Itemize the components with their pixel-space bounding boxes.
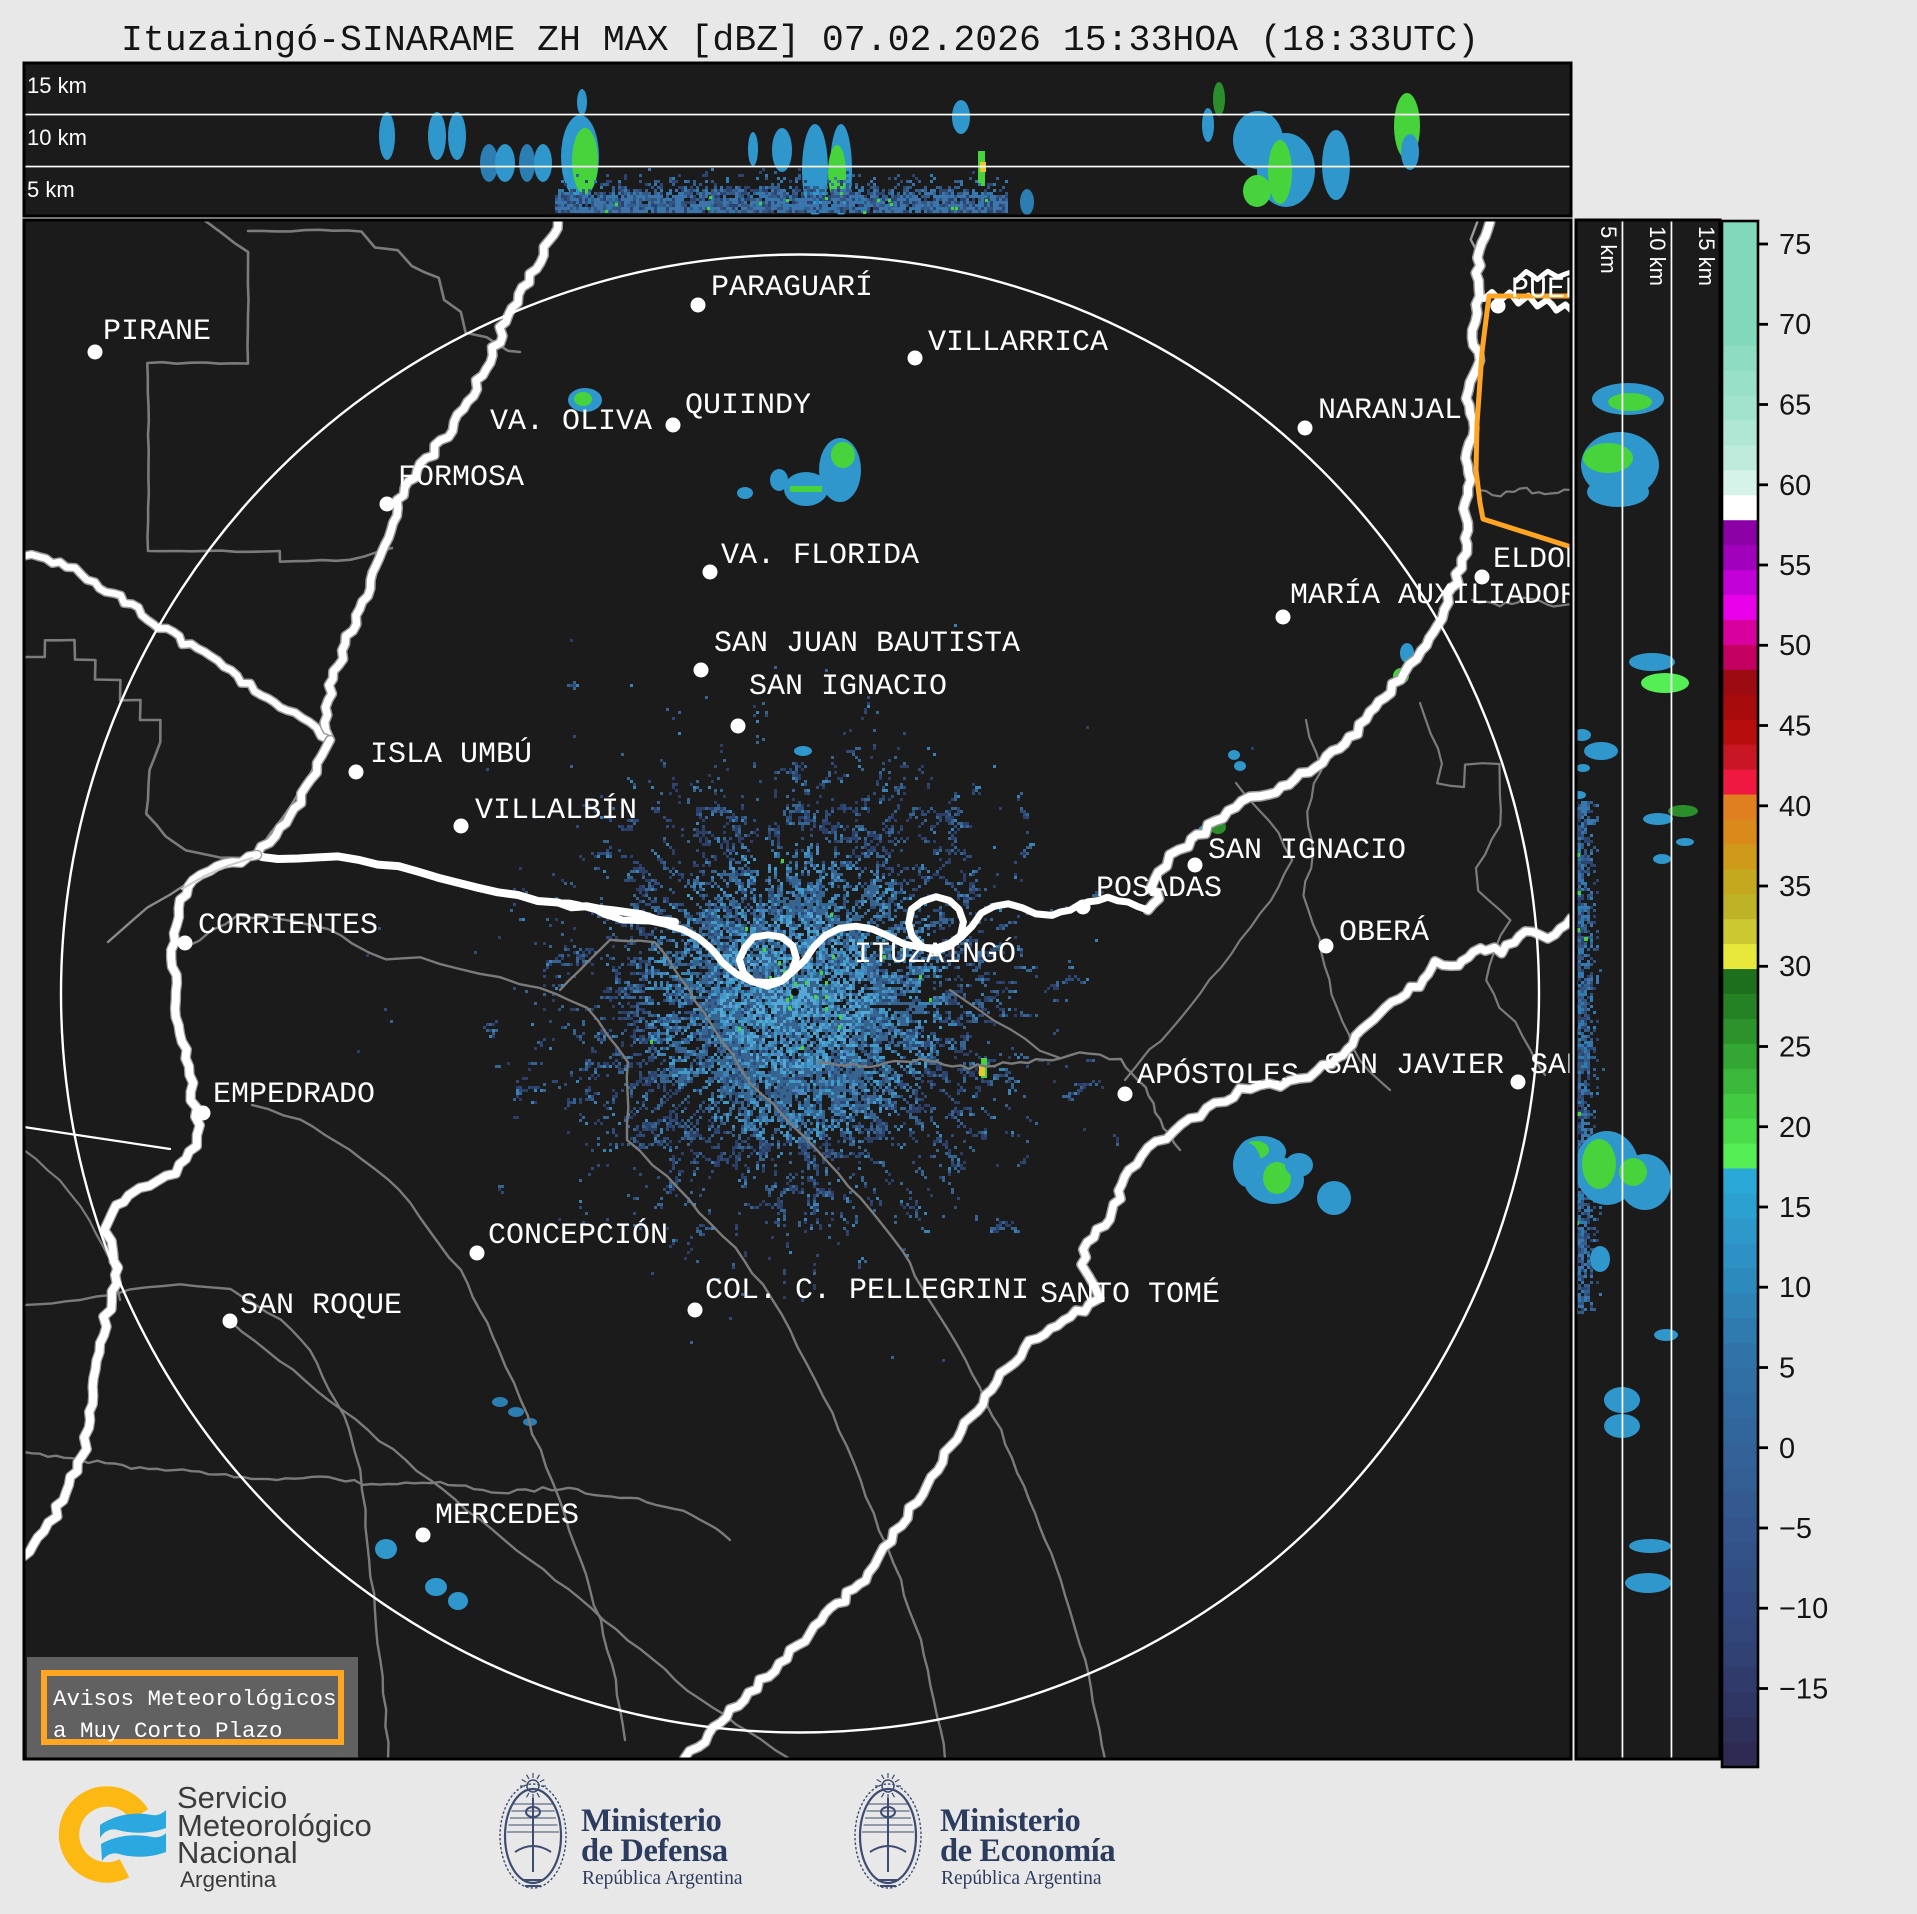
svg-text:POSADAS: POSADAS [1096, 872, 1222, 906]
svg-text:25: 25 [1779, 1032, 1811, 1064]
svg-text:75: 75 [1779, 229, 1811, 261]
svg-text:10 km: 10 km [1645, 226, 1670, 286]
svg-text:15 km: 15 km [1694, 226, 1719, 286]
svg-text:65: 65 [1779, 390, 1811, 422]
svg-text:Avisos Meteorológicos: Avisos Meteorológicos [53, 1686, 337, 1712]
svg-text:10 km: 10 km [27, 125, 87, 150]
svg-text:55: 55 [1779, 550, 1811, 582]
svg-text:−10: −10 [1779, 1593, 1828, 1625]
svg-text:SAN IGNACIO: SAN IGNACIO [749, 670, 947, 704]
svg-text:EMPEDRADO: EMPEDRADO [213, 1078, 375, 1112]
svg-text:5: 5 [1779, 1353, 1795, 1385]
svg-text:QUIINDY: QUIINDY [685, 389, 811, 423]
svg-text:SAN V: SAN V [1530, 1049, 1620, 1083]
svg-text:35: 35 [1779, 871, 1811, 903]
svg-text:ELDORADO: ELDORADO [1493, 543, 1637, 577]
svg-text:COL. C. PELLEGRINI: COL. C. PELLEGRINI [705, 1274, 1029, 1308]
svg-text:Ministerio: Ministerio [581, 1803, 722, 1839]
svg-text:VILLARRICA: VILLARRICA [928, 326, 1108, 360]
svg-text:Ituzaingó-SINARAME ZH MAX [dBZ: Ituzaingó-SINARAME ZH MAX [dBZ] 07.02.20… [121, 20, 1479, 61]
svg-text:Meteorológico: Meteorológico [177, 1808, 372, 1843]
svg-text:MARÍA AUXILIADORA: MARÍA AUXILIADORA [1290, 578, 1596, 613]
svg-text:SAN JUAN BAUTISTA: SAN JUAN BAUTISTA [714, 627, 1020, 661]
svg-text:VA. OLIVA: VA. OLIVA [490, 405, 652, 439]
svg-text:República Argentina: República Argentina [941, 1868, 1102, 1889]
svg-text:10: 10 [1779, 1272, 1811, 1304]
svg-text:20: 20 [1779, 1112, 1811, 1144]
svg-text:SAN ROQUE: SAN ROQUE [240, 1289, 402, 1323]
svg-text:Ministerio: Ministerio [940, 1803, 1081, 1839]
svg-text:OBERÁ: OBERÁ [1339, 915, 1429, 950]
svg-text:FORMOSA: FORMOSA [398, 461, 524, 495]
svg-text:VILLALBÍN: VILLALBÍN [475, 793, 637, 828]
svg-text:PIRANE: PIRANE [103, 315, 211, 349]
svg-text:NARANJAL: NARANJAL [1318, 394, 1462, 428]
svg-text:ISLA UMBÚ: ISLA UMBÚ [370, 737, 532, 772]
svg-text:SAN IGNACIO: SAN IGNACIO [1208, 834, 1406, 868]
svg-text:PUERTO RICO: PUERTO RICO [1511, 273, 1709, 307]
svg-text:60: 60 [1779, 470, 1811, 502]
svg-text:a Muy Corto Plazo: a Muy Corto Plazo [53, 1718, 283, 1744]
svg-text:de Economía: de Economía [940, 1833, 1115, 1869]
svg-text:15: 15 [1779, 1192, 1811, 1224]
svg-text:70: 70 [1779, 309, 1811, 341]
svg-text:CORRIENTES: CORRIENTES [198, 909, 378, 943]
svg-text:VA. FLORIDA: VA. FLORIDA [721, 539, 919, 573]
svg-text:15 km: 15 km [27, 73, 87, 98]
svg-text:República Argentina: República Argentina [582, 1868, 743, 1889]
svg-text:0: 0 [1779, 1433, 1795, 1465]
svg-text:Argentina: Argentina [180, 1867, 277, 1892]
svg-text:MERCEDES: MERCEDES [435, 1499, 579, 1533]
svg-text:APÓSTOLES: APÓSTOLES [1137, 1058, 1299, 1093]
svg-text:CONCEPCIÓN: CONCEPCIÓN [488, 1218, 668, 1253]
svg-text:Servicio: Servicio [177, 1780, 287, 1815]
svg-text:SANTO TOMÉ: SANTO TOMÉ [1040, 1277, 1220, 1312]
svg-text:50: 50 [1779, 630, 1811, 662]
svg-text:Nacional: Nacional [177, 1835, 298, 1870]
svg-text:−5: −5 [1779, 1513, 1812, 1545]
svg-text:SAN JAVIER: SAN JAVIER [1324, 1049, 1504, 1083]
svg-text:de Defensa: de Defensa [581, 1833, 728, 1869]
svg-text:−15: −15 [1779, 1674, 1828, 1706]
svg-text:ITUZAINGÓ: ITUZAINGÓ [854, 937, 1016, 972]
svg-text:30: 30 [1779, 951, 1811, 983]
svg-text:45: 45 [1779, 711, 1811, 743]
svg-text:PARAGUARÍ: PARAGUARÍ [711, 270, 873, 305]
svg-text:40: 40 [1779, 791, 1811, 823]
svg-text:5 km: 5 km [27, 177, 75, 202]
svg-text:5 km: 5 km [1596, 226, 1621, 274]
